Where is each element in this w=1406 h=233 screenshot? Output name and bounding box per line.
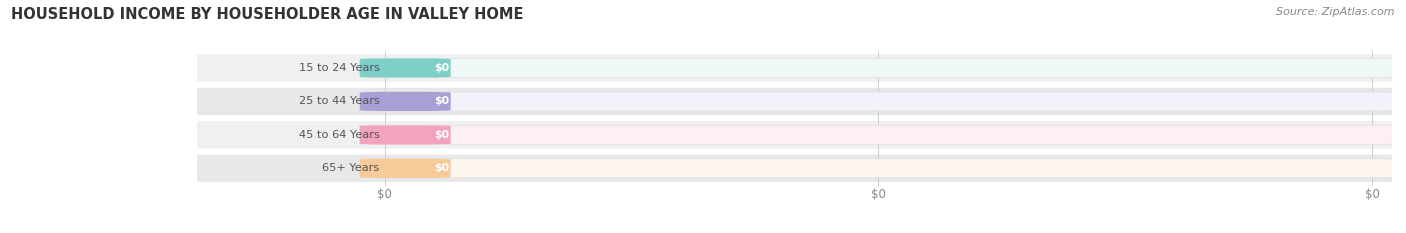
FancyBboxPatch shape [360, 58, 451, 78]
Text: 45 to 64 Years: 45 to 64 Years [298, 130, 380, 140]
Text: 65+ Years: 65+ Years [322, 163, 380, 173]
FancyBboxPatch shape [360, 92, 1398, 111]
Text: $0: $0 [870, 188, 886, 201]
FancyBboxPatch shape [191, 155, 1402, 182]
Text: $0: $0 [377, 188, 392, 201]
FancyBboxPatch shape [191, 54, 1402, 82]
FancyBboxPatch shape [360, 125, 451, 144]
Text: $0: $0 [1365, 188, 1379, 201]
FancyBboxPatch shape [360, 58, 1398, 78]
Text: $0: $0 [434, 96, 449, 106]
Text: $0: $0 [434, 63, 449, 73]
FancyBboxPatch shape [360, 92, 451, 111]
Text: $0: $0 [434, 130, 449, 140]
FancyBboxPatch shape [360, 159, 451, 178]
Text: 25 to 44 Years: 25 to 44 Years [298, 96, 380, 106]
Text: 15 to 24 Years: 15 to 24 Years [298, 63, 380, 73]
FancyBboxPatch shape [360, 159, 1398, 178]
FancyBboxPatch shape [191, 88, 1402, 115]
Text: $0: $0 [434, 163, 449, 173]
FancyBboxPatch shape [191, 121, 1402, 149]
Text: Source: ZipAtlas.com: Source: ZipAtlas.com [1277, 7, 1395, 17]
FancyBboxPatch shape [360, 125, 1398, 144]
Text: HOUSEHOLD INCOME BY HOUSEHOLDER AGE IN VALLEY HOME: HOUSEHOLD INCOME BY HOUSEHOLDER AGE IN V… [11, 7, 524, 22]
